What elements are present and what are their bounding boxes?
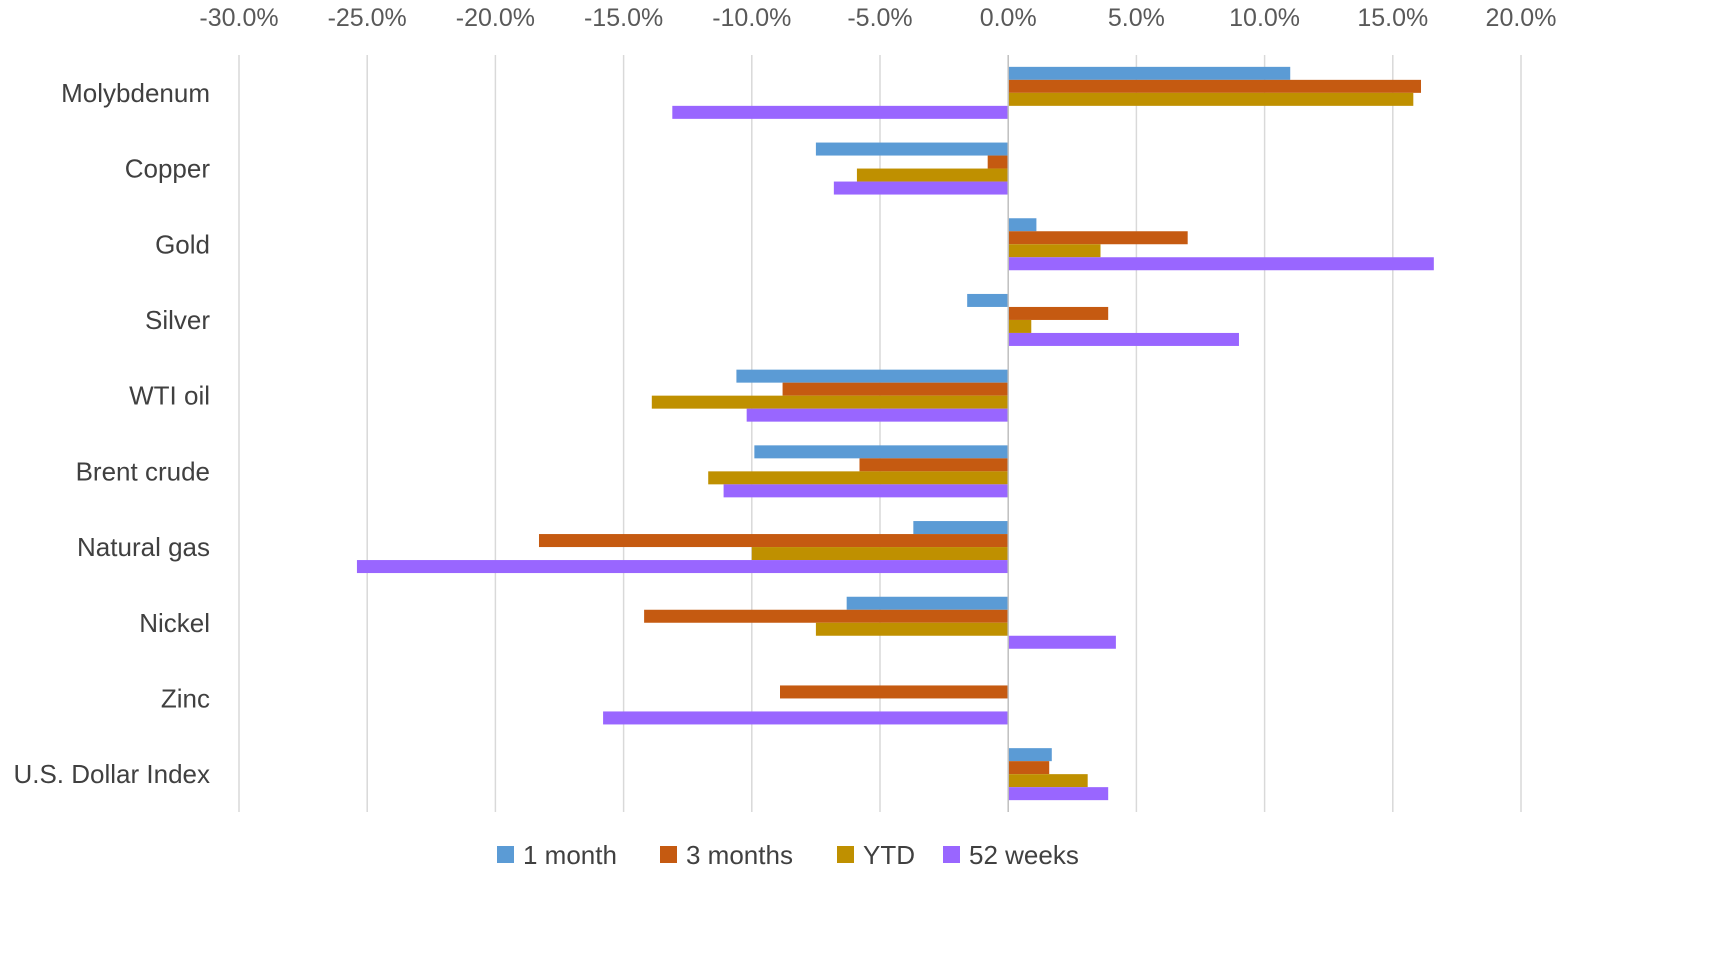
category-label: Copper: [125, 154, 211, 184]
x-tick-label: -15.0%: [584, 4, 663, 32]
x-tick-label: -5.0%: [847, 4, 912, 32]
category-label: Silver: [145, 305, 210, 335]
bar-3-months: [1008, 79, 1422, 93]
bar-1-month: [1008, 748, 1052, 762]
bar-3-months: [1008, 306, 1109, 320]
bar-3-months: [644, 609, 1009, 623]
x-tick-label: 10.0%: [1229, 4, 1300, 32]
bar-1-month: [754, 445, 1009, 459]
bar-1-month: [736, 369, 1009, 383]
category-label: U.S. Dollar Index: [13, 759, 210, 789]
bar-ytd: [1008, 774, 1088, 788]
category-label: Zinc: [161, 683, 210, 713]
bar-ytd: [1008, 319, 1032, 333]
bar-52-weeks: [746, 408, 1009, 422]
legend-swatch: [660, 846, 677, 863]
bar-ytd: [856, 168, 1009, 182]
category-label: Nickel: [139, 608, 210, 638]
legend: 1 month 3 months YTD 52 weeks: [497, 840, 1079, 870]
bar-52-weeks: [356, 560, 1009, 574]
legend-swatch: [943, 846, 960, 863]
bar-3-months: [538, 534, 1009, 548]
category-label: WTI oil: [129, 381, 210, 411]
bar-ytd: [815, 622, 1009, 636]
bar-52-weeks: [1008, 257, 1434, 271]
x-tick-label: -30.0%: [199, 4, 278, 32]
bar-ytd: [1008, 244, 1101, 258]
legend-label: YTD: [863, 840, 915, 870]
bar-52-weeks: [833, 181, 1009, 195]
bar-3-months: [987, 155, 1009, 169]
category-label: Brent crude: [76, 456, 210, 486]
x-tick-label: 0.0%: [980, 4, 1037, 32]
x-tick-label: 5.0%: [1108, 4, 1165, 32]
bar-52-weeks: [603, 711, 1009, 725]
bar-52-weeks: [723, 484, 1009, 498]
bar-3-months: [859, 458, 1009, 472]
bar-52-weeks: [1008, 332, 1239, 346]
bar-3-months: [780, 685, 1009, 699]
bars: [356, 66, 1434, 801]
bar-1-month: [815, 142, 1009, 156]
category-labels: Molybdenum Copper Gold Silver WTI oil Brent c…: [13, 78, 210, 789]
legend-swatch: [837, 846, 854, 863]
legend-label: 1 month: [523, 840, 617, 870]
bar-1-month: [846, 596, 1009, 610]
legend-label: 3 months: [686, 840, 793, 870]
legend-swatch: [497, 846, 514, 863]
bar-1-month: [1008, 218, 1037, 232]
bar-1-month: [1008, 66, 1291, 80]
x-tick-label: -20.0%: [456, 4, 535, 32]
category-label: Molybdenum: [61, 78, 210, 108]
bar-ytd: [1008, 92, 1414, 106]
bar-1-month: [913, 521, 1009, 535]
bar-1-month: [967, 293, 1009, 307]
category-label: Gold: [155, 229, 210, 259]
bar-3-months: [782, 382, 1009, 396]
x-axis-tick-labels: -30.0% -25.0% -20.0% -15.0% -10.0% -5.0% 0.0% 5…: [199, 4, 1556, 32]
bar-ytd: [751, 547, 1009, 561]
bar-52-weeks: [1008, 787, 1109, 801]
category-label: Natural gas: [77, 532, 210, 562]
bar-3-months: [1008, 761, 1050, 775]
bar-ytd: [708, 471, 1009, 485]
bar-52-weeks: [1008, 635, 1116, 649]
legend-label: 52 weeks: [969, 840, 1079, 870]
bar-ytd: [651, 395, 1009, 409]
bar-52-weeks: [672, 105, 1009, 119]
x-tick-label: -25.0%: [328, 4, 407, 32]
x-tick-label: 20.0%: [1486, 4, 1557, 32]
x-tick-label: 15.0%: [1357, 4, 1428, 32]
x-tick-label: -10.0%: [712, 4, 791, 32]
bar-3-months: [1008, 231, 1188, 245]
